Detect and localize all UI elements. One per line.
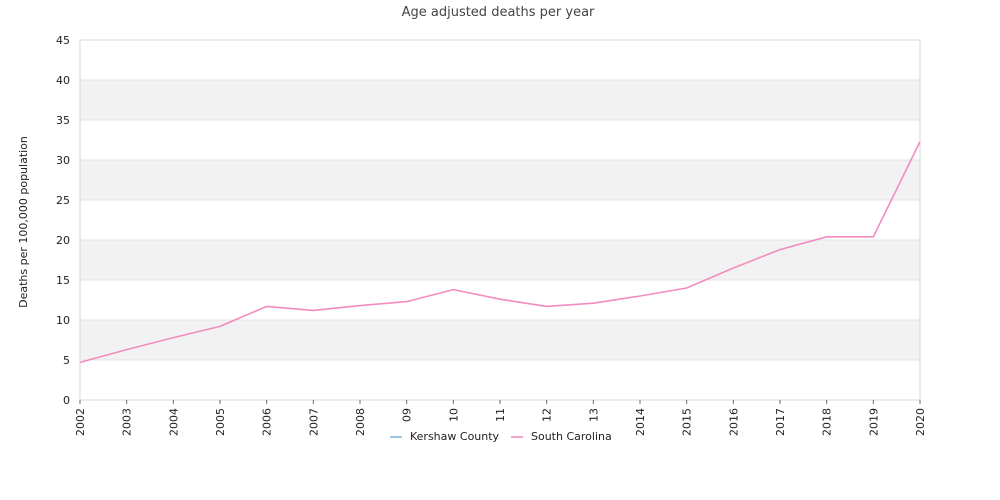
x-tick-label: 10 [447, 408, 460, 422]
y-tick-label: 10 [56, 314, 70, 327]
grid-band [80, 160, 920, 200]
x-tick-label: 11 [494, 408, 507, 422]
y-axis-label: Deaths per 100,000 population [17, 136, 30, 308]
series-line [79, 141, 921, 364]
x-tick-label: 2017 [774, 408, 787, 436]
x-tick-label: 2005 [214, 408, 227, 436]
x-tick-label: 2007 [307, 408, 320, 436]
y-tick-label: 30 [56, 154, 70, 167]
x-tick-label: 2002 [74, 408, 87, 436]
y-tick-label: 35 [56, 114, 70, 127]
grid-bands [80, 80, 920, 360]
grid-band [80, 240, 920, 280]
series-lines [79, 141, 921, 364]
y-tick-label: 20 [56, 234, 70, 247]
grid-band [80, 320, 920, 360]
grid-band [80, 80, 920, 120]
x-axis-ticks: 2002 2003 2004 2005 2006 2007 2008 09 10 11 12 13 20… [74, 400, 927, 436]
y-tick-label: 0 [63, 394, 70, 407]
y-tick-label: 5 [63, 354, 70, 367]
x-tick-label: 2008 [354, 408, 367, 436]
x-tick-label: 2003 [121, 408, 134, 436]
x-tick-label: 2020 [914, 408, 927, 436]
y-tick-label: 25 [56, 194, 70, 207]
x-tick-label: 12 [541, 408, 554, 422]
legend: Kershaw County South Carolina [390, 430, 612, 443]
legend-label: Kershaw County [410, 430, 500, 443]
x-tick-label: 2016 [727, 408, 740, 436]
chart-title: Age adjusted deaths per year [402, 5, 595, 20]
x-tick-label: 09 [401, 408, 414, 422]
y-tick-label: 45 [56, 34, 70, 47]
legend-item: Kershaw County [390, 430, 500, 443]
x-tick-label: 2018 [821, 408, 834, 436]
x-tick-label: 2019 [867, 408, 880, 436]
x-tick-label: 2004 [167, 408, 180, 436]
y-tick-label: 40 [56, 74, 70, 87]
y-axis-ticks: 0 5 10 15 20 25 30 35 40 45 [56, 34, 70, 407]
legend-item: South Carolina [511, 430, 612, 443]
x-tick-label: 2015 [681, 408, 694, 436]
x-tick-label: 2014 [634, 408, 647, 436]
legend-label: South Carolina [531, 430, 612, 443]
x-tick-label: 13 [587, 408, 600, 422]
x-tick-label: 2006 [261, 408, 274, 436]
y-tick-label: 15 [56, 274, 70, 287]
